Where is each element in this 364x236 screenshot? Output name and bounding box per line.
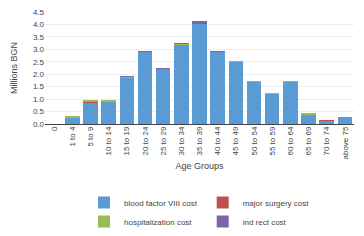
svg-text:35 to 39: 35 to 39: [195, 126, 204, 155]
svg-text:2.0: 2.0: [33, 70, 45, 79]
svg-text:1.5: 1.5: [33, 82, 45, 91]
svg-text:60 to 64: 60 to 64: [286, 126, 295, 155]
svg-text:0: 0: [50, 126, 59, 131]
svg-text:0.5: 0.5: [33, 107, 45, 116]
svg-text:30 to 34: 30 to 34: [177, 126, 186, 155]
svg-text:major surgery cost: major surgery cost: [243, 199, 310, 208]
svg-text:5 to 9: 5 to 9: [86, 126, 95, 147]
svg-text:above 75: above 75: [341, 126, 350, 159]
svg-text:Age Groups: Age Groups: [175, 161, 224, 171]
svg-text:ind rect cost: ind rect cost: [243, 218, 287, 227]
svg-text:2.5: 2.5: [33, 58, 45, 67]
svg-text:20 to 24: 20 to 24: [141, 126, 150, 155]
svg-text:70 to 74: 70 to 74: [322, 126, 331, 155]
svg-text:25 to 29: 25 to 29: [159, 126, 168, 155]
svg-text:Millions BGN: Millions BGN: [9, 42, 19, 94]
svg-text:45 to 49: 45 to 49: [231, 126, 240, 155]
svg-text:40 to 44: 40 to 44: [213, 126, 222, 155]
svg-text:3.5: 3.5: [33, 33, 45, 42]
svg-text:50 to 54: 50 to 54: [250, 126, 259, 155]
svg-text:0.0: 0.0: [33, 120, 45, 129]
svg-text:55 to 59: 55 to 59: [268, 126, 277, 155]
svg-text:15 to 19: 15 to 19: [122, 126, 131, 155]
svg-text:3.0: 3.0: [33, 45, 45, 54]
svg-text:1 to 4: 1 to 4: [68, 126, 77, 147]
svg-text:10 to 14: 10 to 14: [104, 126, 113, 155]
svg-text:hospitalization cost: hospitalization cost: [124, 218, 192, 227]
svg-text:4.5: 4.5: [33, 8, 45, 17]
svg-text:65 to 69: 65 to 69: [304, 126, 313, 155]
svg-text:4.0: 4.0: [33, 20, 45, 29]
svg-text:blood factor VIII cost: blood factor VIII cost: [124, 199, 198, 208]
svg-text:1.0: 1.0: [33, 95, 45, 104]
